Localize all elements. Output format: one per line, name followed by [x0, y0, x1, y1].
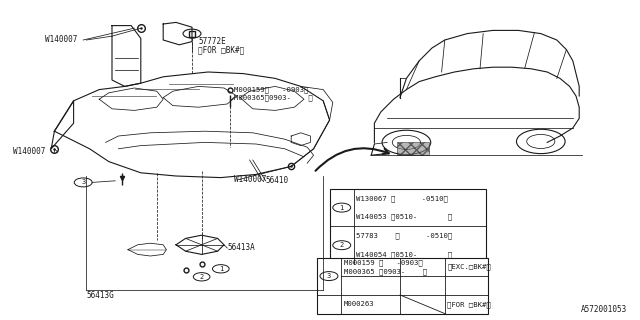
Text: 56410: 56410 — [266, 176, 289, 185]
Text: 3: 3 — [327, 273, 331, 279]
Text: A572001053: A572001053 — [581, 305, 627, 314]
Text: W140054  0510-       〉: W140054 0510- 〉 — [356, 251, 452, 258]
Text: M000159〈   -0903〉: M000159〈 -0903〉 — [234, 86, 308, 93]
Text: 1: 1 — [340, 204, 344, 211]
Text: 57772E: 57772E — [198, 37, 226, 46]
Text: 3: 3 — [81, 180, 85, 185]
Text: W140053  0510-       〉: W140053 0510- 〉 — [356, 214, 452, 220]
FancyBboxPatch shape — [330, 189, 486, 264]
Text: 1: 1 — [219, 266, 223, 272]
Text: 56413A: 56413A — [227, 244, 255, 252]
FancyBboxPatch shape — [317, 258, 488, 314]
Text: M000263: M000263 — [344, 301, 374, 307]
Text: 56413G: 56413G — [86, 292, 114, 300]
Text: 〈FOR □BK#〉: 〈FOR □BK#〉 — [447, 301, 491, 308]
Text: M000365  0903-    〉: M000365 0903- 〉 — [344, 268, 427, 275]
Text: W140007: W140007 — [234, 175, 266, 184]
Text: 2: 2 — [200, 274, 204, 280]
Text: W140007: W140007 — [45, 36, 77, 44]
Text: W130067 〈      -0510〉: W130067 〈 -0510〉 — [356, 195, 449, 202]
Text: M000159 〈   -0903〉: M000159 〈 -0903〉 — [344, 259, 422, 266]
Polygon shape — [397, 142, 429, 155]
Text: M000365 0903-    〉: M000365 0903- 〉 — [234, 94, 312, 101]
Text: 57783    〈      -0510〉: 57783 〈 -0510〉 — [356, 233, 452, 239]
Text: 〈EXC.□BK#〉: 〈EXC.□BK#〉 — [447, 264, 491, 270]
Text: 〈FOR □BK#〉: 〈FOR □BK#〉 — [198, 45, 244, 54]
Text: 2: 2 — [340, 242, 344, 248]
Text: W140007: W140007 — [13, 148, 45, 156]
